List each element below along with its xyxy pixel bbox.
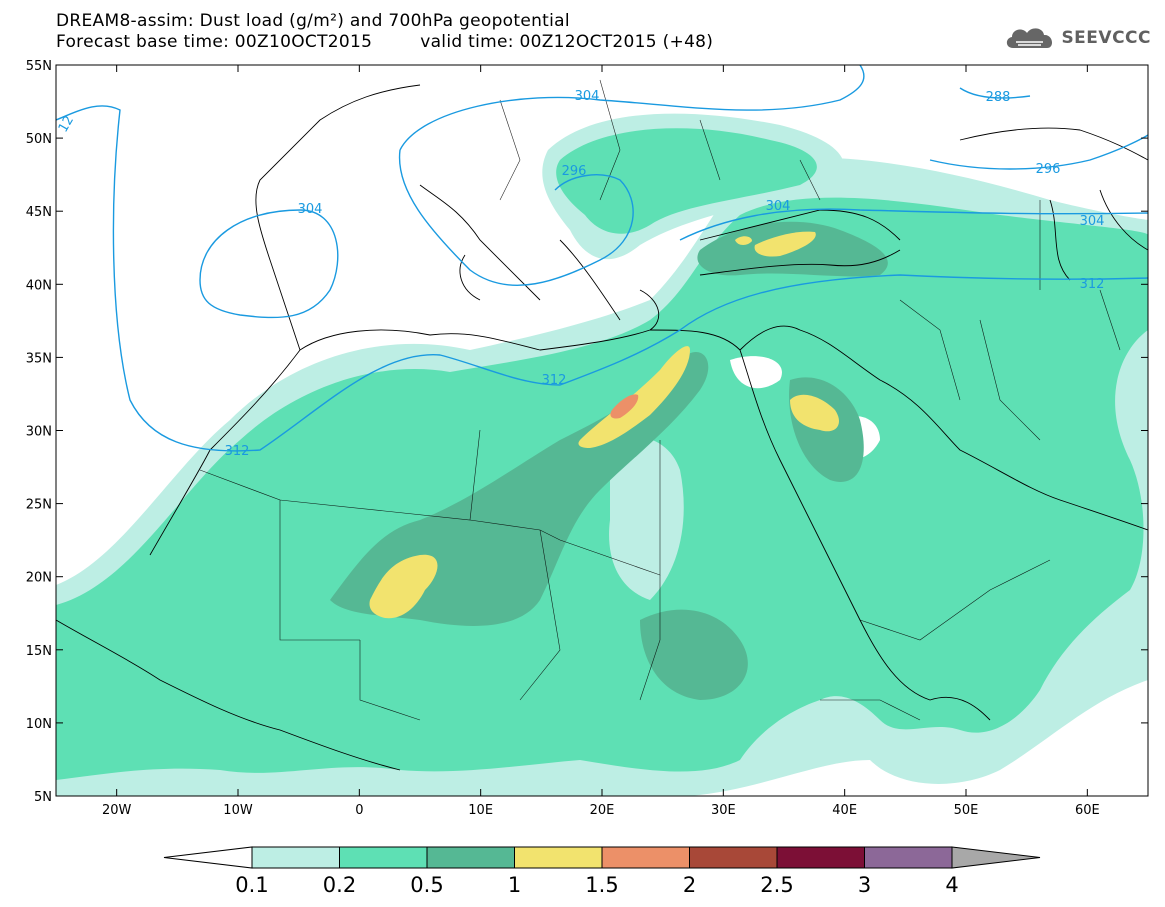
colorbar-label: 2 bbox=[683, 873, 696, 897]
lat-tick-label: 10N bbox=[26, 717, 52, 732]
dust-region-0.2 bbox=[56, 197, 1148, 780]
colorbar-label: 1.5 bbox=[585, 873, 618, 897]
clear-region bbox=[609, 436, 684, 600]
contour-label: 304 bbox=[575, 89, 600, 104]
valid-time: valid time: 00Z12OCT2015 (+48) bbox=[420, 32, 714, 52]
colorbar-arrow-low bbox=[163, 846, 253, 869]
logo-text: SEEVCCC bbox=[1061, 28, 1151, 48]
borders bbox=[199, 79, 1121, 721]
contour-label: 312 bbox=[1080, 277, 1105, 292]
colorbar-segment bbox=[689, 846, 778, 869]
latitude-axis: 55N 50N 45N 40N 35N 30N 25N 20N 15N 10N 5N bbox=[26, 59, 1148, 805]
cloud-icon bbox=[1007, 28, 1053, 48]
colorbar-segment bbox=[864, 846, 953, 869]
colorbar-label: 4 bbox=[945, 873, 958, 897]
dust-region-0.5-b bbox=[640, 609, 748, 700]
lon-tick-label: 50E bbox=[954, 803, 979, 818]
colorbar-label: 2.5 bbox=[760, 873, 793, 897]
lon-tick-label: 10W bbox=[223, 803, 253, 818]
colorbar-label: 0.2 bbox=[323, 873, 356, 897]
colorbar-segment bbox=[339, 846, 428, 869]
colorbar-label: 1 bbox=[508, 873, 521, 897]
lat-tick-label: 20N bbox=[26, 571, 52, 586]
colorbar-label: 3 bbox=[858, 873, 871, 897]
colorbar-segment bbox=[426, 846, 515, 869]
lat-tick-label: 40N bbox=[26, 278, 52, 293]
lon-tick-label: 60E bbox=[1075, 803, 1100, 818]
colorbar-segment bbox=[601, 846, 690, 869]
colorbar-segment bbox=[514, 846, 603, 869]
lon-tick-label: 30E bbox=[711, 803, 736, 818]
dust-region-1.5 bbox=[610, 394, 639, 419]
contour-label: 312 bbox=[542, 373, 567, 388]
colorbar-segment bbox=[251, 846, 340, 869]
lat-tick-label: 5N bbox=[34, 790, 52, 805]
dust-region-0.2-north bbox=[556, 128, 817, 234]
lon-tick-label: 20E bbox=[590, 803, 615, 818]
forecast-times: Forecast base time: 00Z10OCT2015 valid ti… bbox=[56, 33, 713, 52]
map-title: DREAM8-assim: Dust load (g/m²) and 700hP… bbox=[56, 11, 570, 31]
contour-label: 12 bbox=[56, 113, 77, 135]
contour-labels: 304 296 304 304 288 296 304 312 312 312 … bbox=[56, 89, 1105, 459]
lat-tick-label: 15N bbox=[26, 644, 52, 659]
contour-label: 296 bbox=[1036, 162, 1061, 177]
longitude-axis: 20W 10W 0 10E 20E 30E 40E 50E 60E bbox=[102, 65, 1100, 818]
contour-label: 296 bbox=[562, 164, 587, 179]
lat-tick-label: 30N bbox=[26, 425, 52, 440]
colorbar-label: 0.5 bbox=[410, 873, 443, 897]
lon-tick-label: 10E bbox=[468, 803, 493, 818]
contour-label: 304 bbox=[1080, 214, 1105, 229]
colorbar-label: 0.1 bbox=[235, 873, 268, 897]
lat-tick-label: 25N bbox=[26, 498, 52, 513]
contour-label: 304 bbox=[766, 199, 791, 214]
lat-tick-label: 55N bbox=[26, 59, 52, 74]
lat-tick-label: 45N bbox=[26, 205, 52, 220]
contour-label: 304 bbox=[298, 202, 323, 217]
geopotential-contours bbox=[56, 65, 1148, 452]
lon-tick-label: 20W bbox=[102, 803, 132, 818]
dust-region-1-d bbox=[754, 231, 816, 257]
colorbar-arrow-high bbox=[951, 846, 1041, 869]
seevccc-logo: SEEVCCC bbox=[1003, 24, 1151, 52]
contour-label: 312 bbox=[225, 444, 250, 459]
contour-label: 288 bbox=[986, 90, 1011, 105]
lon-tick-label: 40E bbox=[832, 803, 857, 818]
lat-tick-label: 50N bbox=[26, 132, 52, 147]
dust-region-1-e bbox=[735, 236, 752, 245]
lon-tick-label: 0 bbox=[355, 803, 363, 818]
clear-region-3 bbox=[730, 356, 782, 389]
lat-tick-label: 35N bbox=[26, 351, 52, 366]
dust-region-1 bbox=[369, 554, 438, 619]
dust-region-1-c bbox=[790, 394, 840, 432]
colorbar-segment bbox=[776, 846, 865, 869]
base-time: Forecast base time: 00Z10OCT2015 bbox=[56, 32, 373, 52]
